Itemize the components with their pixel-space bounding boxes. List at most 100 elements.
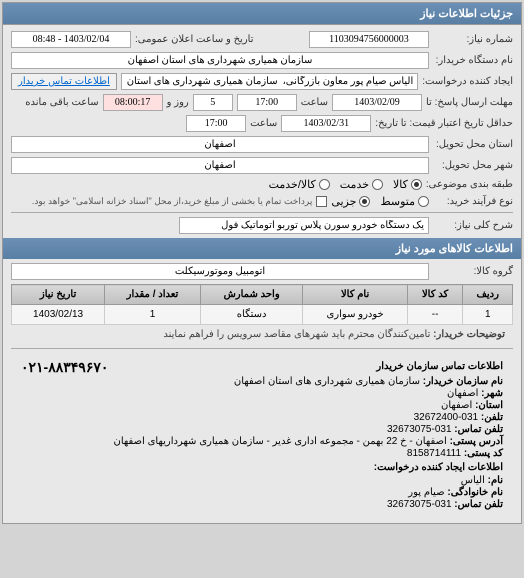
days-input[interactable] (193, 94, 233, 111)
col-row: ردیف (463, 285, 513, 305)
contact-postcode-row: کد پستی: 8158714111 (21, 448, 503, 459)
creator-title: اطلاعات ایجاد کننده درخواست: (21, 462, 503, 473)
creator-input[interactable] (121, 73, 418, 90)
buyer-org-input[interactable] (11, 52, 429, 69)
contact-city-value: اصفهان (447, 388, 478, 399)
cell-unit: دستگاه (200, 305, 303, 325)
payment-average-label: متوسط (380, 195, 415, 208)
contact-fax-value: 031-32673075 (387, 424, 452, 435)
remain-time-input (103, 94, 163, 111)
contact-tel-value: 031-32673075 (387, 499, 452, 510)
payment-note: پرداخت تمام یا بخشی از مبلغ خرید،از محل … (32, 196, 312, 207)
cell-name: خودرو سواری (303, 305, 407, 325)
contact-province-row: استان: اصفهان (21, 400, 503, 411)
cell-qty: 1 (105, 305, 201, 325)
payment-partial-label: جزیی (331, 195, 356, 208)
explain-row: توضیحات خریدار: تامین‌کنندگان محترم باید… (11, 325, 513, 344)
category-row: طبقه بندی موضوعی: کالا خدمت کالا/خدمت (11, 178, 513, 191)
col-date: تاریخ نیاز (12, 285, 105, 305)
remain-label: ساعت باقی مانده (25, 97, 98, 108)
desc-label: شرح کلی نیاز: (433, 220, 513, 231)
deadline-label: مهلت ارسال پاسخ: تا (426, 97, 513, 108)
contact-postal-value: اصفهان - خ 22 بهمن - مجموعه اداری غدیر -… (114, 436, 447, 447)
explain-label: توضیحات خریدار: (433, 329, 505, 340)
payment-partial-radio[interactable]: جزیی (331, 195, 370, 208)
cell-row: 1 (463, 305, 513, 325)
contact-city-row: شهر: اصفهان (21, 388, 503, 399)
radio-checked-icon (359, 196, 370, 207)
divider (11, 212, 513, 213)
contact-org-row: نام سازمان خریدار: سازمان همیاری شهرداری… (21, 376, 503, 387)
category-radio-group: کالا خدمت کالا/خدمت (269, 178, 422, 191)
contact-phone-label: تلفن: (481, 412, 503, 423)
deadline-time-input[interactable] (237, 94, 297, 111)
announce-date-input[interactable] (11, 31, 131, 48)
province-label: استان محل تحویل: (433, 139, 513, 150)
category-goods-radio[interactable]: کالا (393, 178, 422, 191)
radio-icon (319, 179, 330, 190)
group-input[interactable] (11, 263, 429, 280)
items-table: ردیف کد کالا نام کالا واحد شمارش تعداد /… (11, 284, 513, 325)
col-name: نام کالا (303, 285, 407, 305)
payment-radio-group: متوسط جزیی (331, 195, 429, 208)
category-service-label: خدمت (340, 178, 369, 191)
validity-time-input[interactable] (186, 115, 246, 132)
contact-tel-label: تلفن تماس: (454, 499, 503, 510)
category-service-radio[interactable]: خدمت (340, 178, 383, 191)
treasury-checkbox[interactable] (316, 196, 327, 207)
group-label: گروه کالا: (433, 266, 513, 277)
validity-label: حداقل تاریخ اعتبار قیمت: تا تاریخ: (375, 118, 513, 129)
contact-name-label: نام: (488, 475, 503, 486)
contact-name-row: نام: الیاس (21, 475, 503, 486)
payment-row: نوع فرآیند خرید: متوسط جزیی پرداخت تمام … (11, 195, 513, 208)
city-input[interactable] (11, 157, 429, 174)
contact-link-button[interactable]: اطلاعات تماس خریدار (11, 73, 117, 90)
city-row: شهر محل تحویل: (11, 157, 513, 174)
contact-section: اطلاعات تماس سازمان خریدار ۰۲۱-۸۸۳۴۹۶۷۰ … (11, 353, 513, 517)
validity-date-input[interactable] (281, 115, 371, 132)
city-label: شهر محل تحویل: (433, 160, 513, 171)
contact-phone-row: تلفن: 031-32672400 (21, 412, 503, 423)
category-label: طبقه بندی موضوعی: (426, 179, 513, 190)
category-goods-label: کالا (393, 178, 408, 191)
request-no-input[interactable] (309, 31, 429, 48)
table-header-row: ردیف کد کالا نام کالا واحد شمارش تعداد /… (12, 285, 513, 305)
creator-row: ایجاد کننده درخواست: اطلاعات تماس خریدار (11, 73, 513, 90)
col-qty: تعداد / مقدار (105, 285, 201, 305)
details-panel: جزئیات اطلاعات نیاز شماره نیاز: تاریخ و … (2, 2, 522, 524)
deadline-date-input[interactable] (332, 94, 422, 111)
col-unit: واحد شمارش (200, 285, 303, 305)
days-label: روز و (167, 97, 189, 108)
contact-province-label: استان: (475, 400, 503, 411)
payment-label: نوع فرآیند خرید: (433, 196, 513, 207)
deadline-time-label: ساعت (301, 97, 328, 108)
contact-fax-row: تلفن تماس: 031-32673075 (21, 424, 503, 435)
items-section-title: اطلاعات کالاهای مورد نیاز (3, 238, 521, 259)
contact-lastname-row: نام خانوادگی: صیام پور (21, 487, 503, 498)
contact-tel-row: تلفن تماس: 031-32673075 (21, 499, 503, 510)
contact-org-value: سازمان همیاری شهرداری های استان اصفهان (234, 376, 420, 387)
payment-average-radio[interactable]: متوسط (380, 195, 429, 208)
table-row[interactable]: 1 -- خودرو سواری دستگاه 1 1403/02/13 (12, 305, 513, 325)
radio-icon (418, 196, 429, 207)
cell-date: 1403/02/13 (12, 305, 105, 325)
support-phone: ۰۲۱-۸۸۳۴۹۶۷۰ (21, 359, 108, 376)
contact-postcode-value: 8158714111 (407, 448, 461, 459)
deadline-row: مهلت ارسال پاسخ: تا ساعت روز و ساعت باقی… (11, 94, 513, 111)
validity-row: حداقل تاریخ اعتبار قیمت: تا تاریخ: ساعت (11, 115, 513, 132)
contact-fax-label: تلفن تماس: (454, 424, 503, 435)
contact-city-label: شهر: (481, 388, 503, 399)
province-input[interactable] (11, 136, 429, 153)
validity-time-label: ساعت (250, 118, 277, 129)
contact-province-value: اصفهان (441, 400, 472, 411)
category-goods-service-radio[interactable]: کالا/خدمت (269, 178, 330, 191)
creator-label: ایجاد کننده درخواست: (422, 76, 513, 87)
divider (11, 348, 513, 349)
contact-name-value: الیاس (461, 475, 485, 486)
contact-postal-label: آدرس پستی: (450, 436, 503, 447)
contact-postal-row: آدرس پستی: اصفهان - خ 22 بهمن - مجموعه ا… (21, 436, 503, 447)
category-goods-service-label: کالا/خدمت (269, 178, 316, 191)
explain-text: تامین‌کنندگان محترم باید شهرهای مقاصد سر… (163, 329, 430, 340)
buyer-org-row: نام دستگاه خریدار: (11, 52, 513, 69)
desc-input[interactable] (179, 217, 429, 234)
